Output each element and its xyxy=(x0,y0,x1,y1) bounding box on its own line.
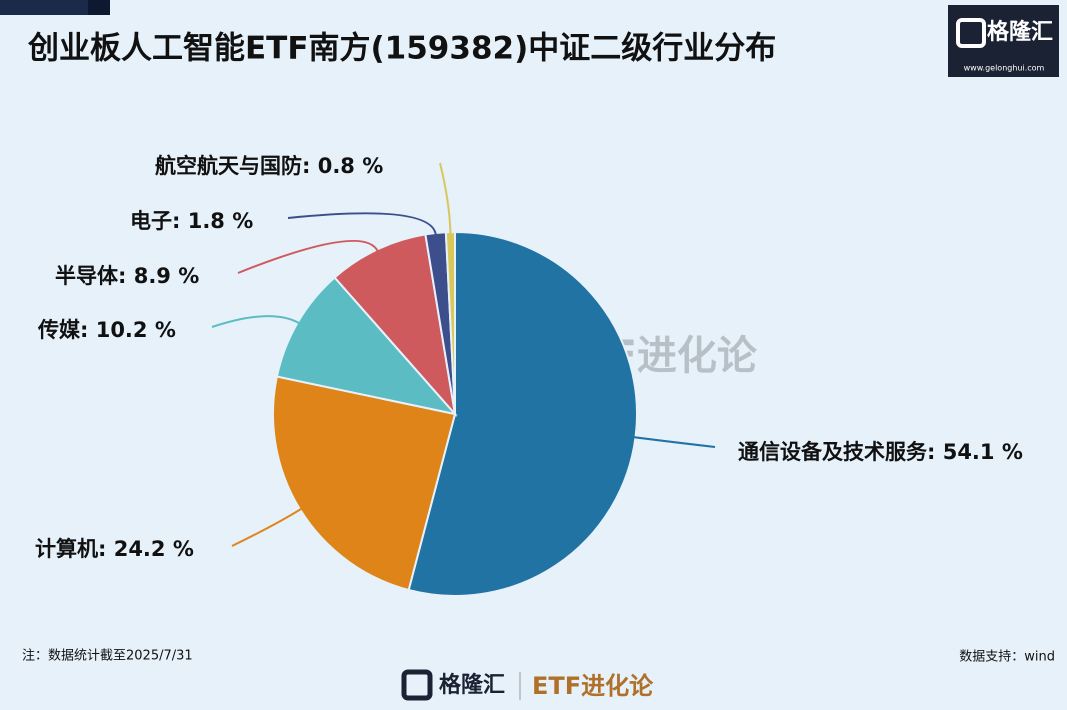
value-label: 半导体: 8.9 % xyxy=(55,264,199,288)
logo-text: 格隆汇 xyxy=(987,19,1053,45)
leader-line xyxy=(211,315,300,328)
logo-box xyxy=(948,5,1059,77)
note: 注：数据统计截至2025/7/31 xyxy=(22,649,193,664)
footer-icon xyxy=(401,669,433,701)
corner-block xyxy=(88,0,110,15)
value-label: 计算机: 24.2 % xyxy=(35,537,194,561)
footer-column: ETF进化论 xyxy=(532,672,654,700)
corner-block xyxy=(0,0,110,15)
logo: 格隆汇 www.gelonghui.com xyxy=(948,5,1059,77)
leader-line xyxy=(231,507,303,547)
footer-logo: 格隆汇 xyxy=(439,672,505,698)
pie: 通信设备及技术服务: 54.1 % 计算机: 24.2 % 传媒: 10.2 % 半导… xyxy=(35,154,1023,597)
value-label: 传媒: 10.2 % xyxy=(37,318,176,342)
value-label: 电子: 1.8 % xyxy=(130,209,253,233)
leader-line xyxy=(633,436,716,448)
value-label: 航空航天与国防: 0.8 % xyxy=(155,154,383,178)
source: 数据支持：wind xyxy=(959,650,1055,665)
logo-icon xyxy=(956,18,986,48)
leader-line xyxy=(237,239,379,274)
chart-title: 创业板人工智能ETF南方(159382)中证二级行业分布 xyxy=(27,31,776,67)
leader-line xyxy=(439,162,452,235)
leader-line xyxy=(287,212,437,236)
footer-brand: 格隆汇 ETF进化论 xyxy=(401,669,654,701)
logo-url: www.gelonghui.com xyxy=(964,64,1045,73)
value-label: 通信设备及技术服务: 54.1 % xyxy=(738,440,1023,464)
